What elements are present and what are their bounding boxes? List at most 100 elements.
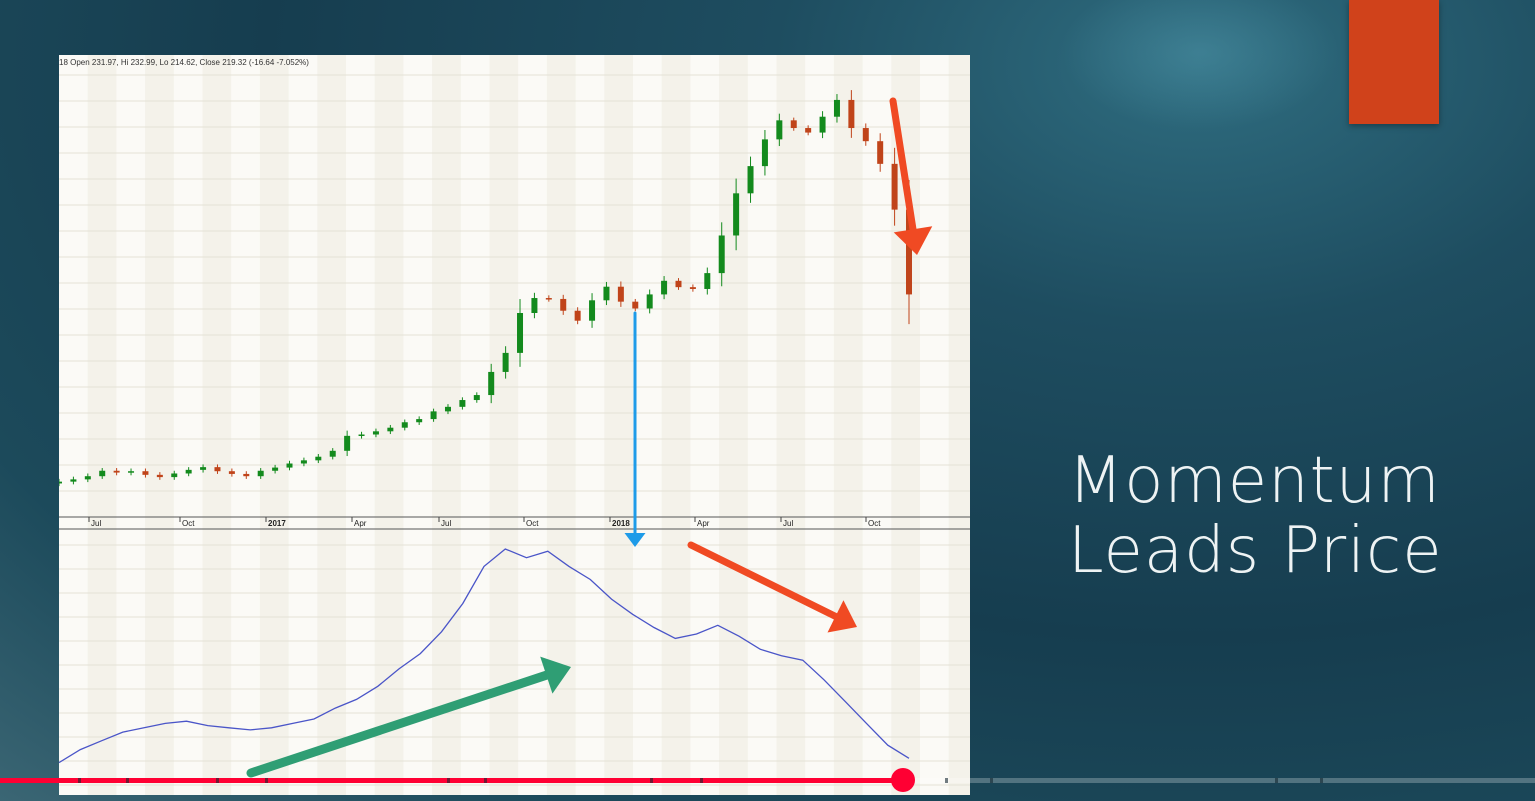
candle-body: [891, 163, 898, 210]
candle-body: [675, 280, 682, 288]
chapter-marker: [78, 778, 81, 783]
video-progress-scrubber[interactable]: [890, 768, 915, 792]
chapter-marker: [700, 778, 703, 783]
candle-body: [848, 99, 855, 129]
candle-body: [214, 467, 221, 472]
candle-body: [344, 435, 351, 451]
candle-body: [877, 141, 884, 164]
candle-body: [372, 431, 379, 435]
candle-body: [459, 400, 466, 407]
momentum-line: [59, 548, 910, 764]
chart-band: [116, 55, 146, 795]
green-arrow-shaft: [246, 670, 551, 778]
candle-body: [257, 470, 264, 477]
candle-body: [790, 120, 797, 129]
candle-body: [603, 286, 610, 301]
background-glow: [1060, 0, 1340, 130]
chapter-marker: [990, 778, 993, 783]
candle-body: [430, 411, 437, 420]
candle-body: [733, 193, 740, 236]
red-arrow-momentum-head: [827, 600, 857, 633]
slide-title: Momentum Leads Price: [1068, 446, 1508, 586]
x-tick-label: Jul: [783, 519, 793, 528]
candle-body: [689, 287, 696, 289]
x-tick-label: Oct: [868, 519, 881, 528]
candle-body: [805, 128, 812, 133]
candle-body: [401, 422, 408, 428]
candle-body: [632, 301, 639, 309]
candle-body: [272, 467, 279, 471]
candle-body: [70, 479, 77, 482]
candle-body: [315, 456, 322, 461]
candle-body: [574, 310, 581, 321]
chart-band: [690, 55, 720, 795]
chart-band: [518, 55, 547, 795]
slide-title-line-2: Leads Price: [1068, 514, 1443, 588]
candle-body: [617, 286, 624, 302]
x-tick-label: Oct: [526, 519, 539, 528]
chapter-marker: [484, 778, 487, 783]
candle-body: [661, 280, 668, 295]
candle-body: [329, 450, 336, 457]
x-tick-label: Oct: [182, 519, 195, 528]
candle-body: [444, 406, 451, 412]
slide-title-line-1: Momentum: [1068, 444, 1441, 518]
x-tick-label: Jul: [91, 519, 101, 528]
slide-accent-block: [1349, 0, 1439, 124]
candle-body: [833, 99, 840, 117]
candle-body: [531, 298, 538, 313]
stock-chart: Jul Oct 2017 Apr Jul Oct 2018 Apr Jul Oct 18 Open …: [59, 55, 970, 795]
candle-body: [704, 273, 711, 289]
chart-band: [346, 55, 375, 795]
candle-body: [128, 471, 135, 473]
chart-band: [173, 55, 203, 795]
chapter-marker: [126, 778, 129, 783]
green-arrow-head: [540, 656, 571, 694]
candle-body: [387, 427, 394, 432]
candle-body: [560, 298, 567, 311]
chapter-marker: [265, 778, 268, 783]
chapter-marker: [945, 778, 948, 783]
candle-body: [819, 116, 826, 133]
chart-band: [633, 55, 662, 795]
candle-body: [545, 298, 552, 300]
chart-band: [288, 55, 318, 795]
x-tick-label: 2017: [268, 519, 286, 528]
chart-band: [231, 55, 260, 795]
chart-band: [920, 55, 949, 795]
red-arrow-price-shaft: [889, 97, 917, 233]
candle-body: [517, 313, 524, 353]
video-progress-bar[interactable]: [0, 778, 1535, 783]
chart-band: [403, 55, 433, 795]
x-tick-label: Apr: [354, 519, 367, 528]
candle-body: [416, 419, 423, 423]
candle-body: [862, 128, 869, 142]
candle-body: [84, 476, 91, 480]
candle-body: [99, 470, 106, 477]
candle-body: [185, 469, 192, 474]
candle-body: [171, 473, 178, 478]
chapter-marker: [650, 778, 653, 783]
candle-body: [761, 139, 768, 167]
candle-body: [473, 395, 480, 401]
chart-band: [460, 55, 490, 795]
red-arrow-momentum-shaft: [687, 541, 839, 620]
x-tick-label: Apr: [697, 519, 710, 528]
candle-body: [300, 460, 307, 464]
candle-body: [488, 371, 495, 396]
candle-body: [243, 473, 250, 477]
candle-body: [358, 434, 365, 436]
x-tick-label: Jul: [441, 519, 451, 528]
candle-body: [156, 474, 163, 478]
candle-body: [286, 463, 293, 468]
chart-band: [59, 55, 88, 795]
candle-body: [718, 235, 725, 274]
candle-body: [776, 120, 783, 140]
candle-body: [747, 166, 754, 194]
chart-panel: Jul Oct 2017 Apr Jul Oct 2018 Apr Jul Oct 18 Open …: [59, 55, 970, 795]
candle-body: [589, 300, 596, 321]
candle-body: [228, 471, 235, 474]
chart-band: [862, 55, 892, 795]
chapter-marker: [447, 778, 450, 783]
candle-body: [646, 294, 653, 309]
